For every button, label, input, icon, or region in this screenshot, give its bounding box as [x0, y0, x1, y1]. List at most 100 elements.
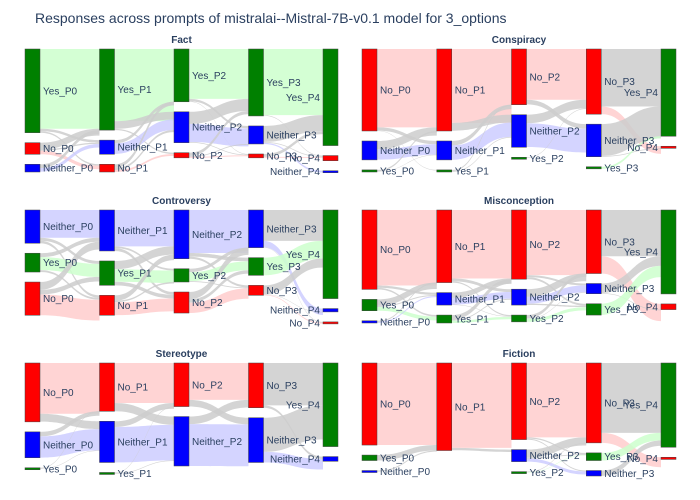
sankey-link — [40, 130, 100, 169]
node-neither-p2 — [511, 288, 527, 306]
node-neither-p4 — [322, 170, 339, 173]
node-yes-p0 — [24, 252, 41, 273]
node-neither-p0 — [24, 431, 41, 459]
sankey-link — [40, 363, 100, 414]
node-label: No_P1 — [118, 383, 149, 394]
node-yes-p4 — [322, 362, 339, 447]
node-no-p3 — [586, 209, 602, 274]
node-no-p1 — [99, 164, 115, 173]
node-label: No_P0 — [43, 388, 74, 399]
node-label: Yes_P4 — [624, 88, 659, 99]
sankey-link — [601, 49, 661, 107]
sankey-link — [601, 293, 661, 311]
node-label: Neither_P2 — [192, 123, 242, 134]
node-label: Yes_P2 — [530, 154, 565, 165]
node-neither-p0 — [361, 140, 378, 161]
sankey-link — [114, 101, 174, 168]
sankey-link — [377, 296, 437, 323]
sankey-link — [451, 447, 512, 453]
node-label: Yes_P3 — [604, 452, 639, 463]
sankey-link — [526, 49, 587, 100]
node-label: No_P2 — [530, 240, 561, 251]
node-yes-p2 — [173, 48, 190, 103]
sankey-link — [263, 247, 323, 323]
sankey-link — [451, 304, 512, 317]
sankey-link — [40, 276, 100, 295]
sankey-link — [601, 256, 661, 294]
node-no-p0 — [361, 362, 378, 446]
node-label: Neither_P2 — [530, 451, 580, 462]
node-yes-p0 — [24, 467, 41, 471]
sankey-link — [40, 143, 100, 172]
sankey-panel-controversy: Controversy Neither_P0 Yes_P0 No_P0 Neither_… — [24, 196, 339, 329]
sankey-link — [377, 445, 437, 461]
sankey-link — [601, 106, 661, 156]
node-label: Neither_P2 — [530, 126, 580, 137]
sankey-link — [114, 246, 174, 270]
node-no-p1 — [99, 362, 115, 412]
node-neither-p3 — [586, 283, 602, 294]
sankey-link — [40, 128, 100, 143]
node-label: Yes_P2 — [192, 71, 227, 82]
links — [40, 49, 323, 173]
sankey-link — [189, 247, 249, 273]
node-yes-p0 — [24, 48, 41, 133]
node-label: Neither_P0 — [380, 467, 430, 478]
node-yes-p4 — [660, 209, 677, 295]
sankey-link — [114, 153, 174, 172]
panel-title: Fiction — [503, 349, 536, 360]
sankey-link — [526, 458, 587, 475]
sankey-link — [114, 49, 174, 122]
node-label: Yes_P2 — [192, 271, 227, 282]
sankey-link — [601, 210, 661, 257]
node-label: No_P1 — [118, 164, 149, 175]
sankey-link — [189, 399, 249, 425]
node-label: No_P2 — [192, 298, 223, 309]
node-neither-p4 — [322, 456, 339, 462]
panel-title: Conspiracy — [492, 35, 547, 46]
node-label: Yes_P1 — [118, 85, 153, 96]
sankey-link — [263, 294, 323, 324]
node-neither-p1 — [99, 421, 115, 463]
node-label: No_P4 — [627, 143, 658, 154]
sankey-link — [377, 130, 437, 172]
node-neither-p2 — [511, 114, 527, 148]
node-label: Yes_P3 — [267, 78, 302, 89]
sankey-link — [189, 110, 249, 156]
node-label: No_P0 — [380, 400, 411, 411]
node-label: Yes_P2 — [530, 468, 565, 479]
node-label: Yes_P4 — [286, 93, 321, 104]
node-no-p4 — [660, 456, 677, 460]
sankey-link — [40, 411, 100, 469]
sankey-link — [451, 298, 512, 321]
node-yes-p4 — [660, 48, 677, 137]
node-no-p0 — [361, 48, 378, 132]
node-label: No_P0 — [43, 144, 74, 155]
node-label: Neither_P0 — [380, 146, 430, 157]
sankey-link — [40, 150, 100, 170]
sankey-link — [263, 156, 323, 158]
node-neither-p3 — [586, 470, 602, 477]
node-no-p2 — [173, 362, 190, 407]
node-neither-p2 — [173, 416, 190, 467]
sankey-link — [114, 119, 174, 154]
sankey-link — [189, 155, 249, 158]
node-yes-p3 — [248, 257, 264, 276]
node-label: No_P1 — [455, 402, 486, 413]
node-label: Neither_P1 — [455, 294, 505, 305]
sankey-link — [114, 424, 174, 463]
sankey-link — [263, 141, 323, 158]
sankey-link — [40, 450, 100, 469]
node-no-p2 — [173, 291, 190, 314]
node-yes-p3 — [586, 303, 602, 316]
sankey-link — [451, 122, 512, 160]
node-no-p3 — [248, 362, 264, 408]
sankey-link — [526, 292, 587, 319]
node-label: No_P1 — [118, 301, 149, 312]
sankey-link — [451, 210, 512, 279]
sankey-link — [263, 240, 323, 276]
node-label: No_P0 — [43, 294, 74, 305]
sankey-link — [40, 294, 100, 321]
node-label: Yes_P1 — [455, 315, 490, 326]
